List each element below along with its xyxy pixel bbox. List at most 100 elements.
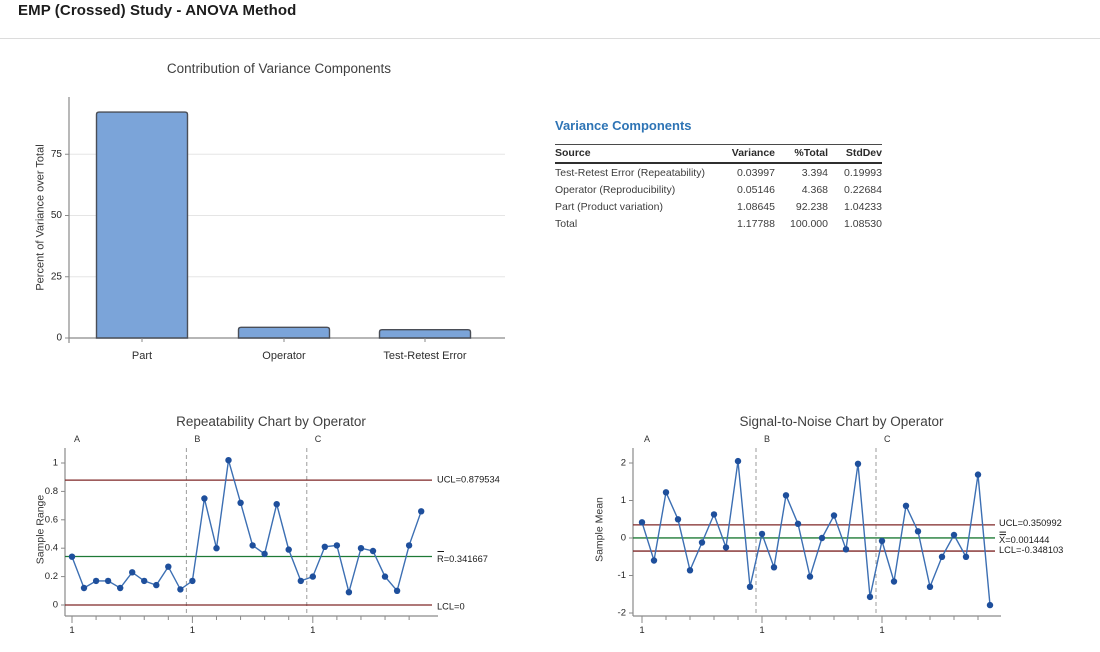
- data-point: [201, 495, 208, 502]
- data-point: [662, 489, 670, 496]
- data-point: [273, 501, 280, 508]
- operator-group-label: C: [884, 434, 891, 444]
- data-point: [249, 542, 256, 549]
- x-group-tick-label: 1: [69, 625, 74, 636]
- data-point: [650, 557, 658, 564]
- data-point: [189, 577, 196, 585]
- x-group-tick-label: 1: [879, 625, 884, 636]
- x-group-tick-label: 1: [759, 625, 764, 636]
- bar: [378, 328, 472, 339]
- table-cell: 1.17788: [737, 217, 775, 230]
- data-point: [405, 542, 413, 549]
- y-tick-label: 1: [53, 458, 58, 469]
- data-point: [794, 520, 802, 527]
- bar: [237, 326, 331, 339]
- data-point: [686, 567, 694, 574]
- data-point: [165, 563, 172, 570]
- page-title: EMP (Crossed) Study - ANOVA Method: [18, 2, 297, 19]
- data-point: [213, 545, 220, 552]
- data-point: [902, 502, 910, 509]
- data-point: [758, 530, 766, 538]
- data-point: [806, 573, 814, 580]
- data-point: [92, 577, 100, 585]
- data-point: [698, 539, 706, 546]
- lcl-label: LCL=-0.348103: [999, 545, 1063, 555]
- operator-group-label: B: [764, 434, 770, 444]
- data-point: [830, 512, 838, 519]
- table-body: Test-Retest Error (Repeatability) 0.03997…: [555, 163, 882, 232]
- table-cell: Operator (Reproducibility): [555, 183, 676, 196]
- ucl-label: UCL=0.879534: [437, 474, 500, 484]
- table-cell: Part (Product variation): [555, 200, 663, 213]
- table-cell: 92.238: [795, 200, 828, 213]
- table-row: Test-Retest Error (Repeatability) 0.03997…: [555, 163, 882, 181]
- data-point: [345, 589, 353, 596]
- table-cell: 0.19993: [844, 166, 882, 179]
- column-header-source: Source: [555, 144, 717, 164]
- table-row: Part (Product variation) 1.08645 92.238 1.0…: [555, 198, 882, 215]
- table-cell: 100.000: [790, 217, 828, 230]
- data-point: [117, 584, 124, 592]
- data-point: [950, 531, 958, 539]
- x-group-tick-label: 1: [310, 625, 315, 636]
- table-header: Source Variance %Total StdDev: [555, 144, 882, 164]
- operator-group-label: A: [74, 434, 80, 444]
- operator-group-label: C: [315, 434, 322, 444]
- y-tick-label: 75: [51, 149, 63, 160]
- y-tick-label: 0: [621, 533, 626, 544]
- data-point: [986, 601, 994, 609]
- signal-to-noise-chart-panel: Signal-to-Noise Chart by Operator Sample…: [578, 408, 1100, 652]
- table-cell: 0.03997: [737, 166, 775, 179]
- data-point: [104, 577, 112, 585]
- variance-components-title: Variance Components: [555, 118, 692, 133]
- data-point: [746, 583, 754, 590]
- repeatability-chart-panel: Repeatability Chart by Operator Sample R…: [28, 408, 576, 652]
- table-cell: 1.08530: [844, 217, 882, 230]
- y-tick-label: 0.8: [45, 486, 58, 497]
- data-point: [854, 460, 862, 467]
- table-row: Total 1.17788 100.000 1.08530: [555, 215, 882, 232]
- data-point: [914, 528, 922, 535]
- data-point: [770, 564, 778, 571]
- y-tick-label: 0.2: [45, 571, 58, 582]
- data-point: [878, 537, 886, 545]
- data-point: [381, 573, 389, 580]
- data-point: [674, 516, 682, 523]
- repeatability-chart-title: Repeatability Chart by Operator: [176, 414, 366, 429]
- data-point: [842, 546, 850, 553]
- bar: [95, 111, 189, 339]
- operator-group-label: B: [194, 434, 200, 444]
- column-header-variance: Variance: [717, 144, 775, 164]
- data-point: [80, 584, 88, 592]
- table-header-row: Source Variance %Total StdDev: [555, 144, 882, 164]
- table-cell: 1.08645: [737, 200, 775, 213]
- y-tick-label: 0: [53, 600, 58, 611]
- table-cell: Total: [555, 217, 578, 230]
- column-header-stddev: StdDev: [828, 144, 882, 164]
- bar-chart-title: Contribution of Variance Components: [166, 61, 392, 76]
- lcl-label: LCL=0: [437, 601, 465, 611]
- data-point: [285, 546, 292, 553]
- data-point: [962, 553, 970, 560]
- data-point: [309, 573, 316, 580]
- data-point: [734, 457, 742, 465]
- ucl-label: UCL=0.350992: [999, 518, 1062, 528]
- data-point: [357, 545, 365, 552]
- data-point: [261, 550, 268, 558]
- table-cell: 4.368: [801, 183, 828, 196]
- center-label: X=0.001444: [999, 535, 1049, 545]
- repeatability-chart: 0 0.2 0.4 0.6 0.8 1 A 1 B 1 C 1 UCL=0.879534 R=0.3416…: [45, 434, 500, 636]
- data-point: [129, 569, 136, 576]
- header-divider: [0, 38, 1100, 39]
- data-point: [866, 593, 874, 601]
- data-point: [321, 543, 328, 550]
- signal-to-noise-chart: -2 -1 0 1 2 A 1 B 1 C 1 UCL=0.350992 X=0.001444LCL=-…: [618, 434, 1064, 636]
- table-cell: 3.394: [801, 166, 828, 179]
- category-label: Part: [132, 350, 152, 362]
- center-label: R=0.341667: [437, 554, 488, 564]
- data-point: [710, 511, 718, 518]
- table-cell: 0.05146: [737, 183, 775, 196]
- operator-group-label: A: [644, 434, 650, 444]
- data-point: [938, 553, 946, 560]
- contribution-bar-chart: 0 25 50 75 Part Operator Test-Retest Error: [51, 97, 505, 362]
